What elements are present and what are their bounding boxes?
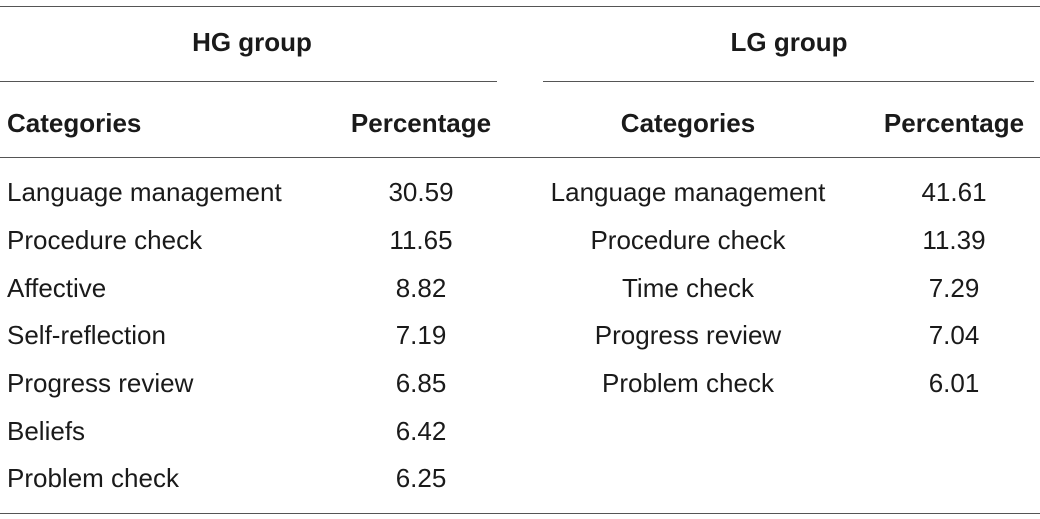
hg-group-title: HG group [192,27,312,57]
top-rule [0,6,1040,7]
hg-row-percentage: 6.25 [395,463,447,493]
hg-row-category: Progress review [7,368,194,398]
lg-row-category: Time check [622,273,754,303]
hg-row-category: Beliefs [7,416,86,446]
hg-group-rule [0,81,497,82]
lg-row-category: Language management [550,177,826,207]
hg-row-category: Self-reflection [7,320,166,350]
lg-row-percentage: 41.61 [921,177,987,207]
hg-row-percentage: 6.85 [395,368,447,398]
hg-row-percentage: 8.82 [395,273,447,303]
hg-row-percentage: 6.42 [395,416,447,446]
hg-categories-header: Categories [7,108,142,138]
hg-row-category: Procedure check [7,225,203,255]
header-rule [0,157,1040,158]
hg-row-percentage: 7.19 [395,320,447,350]
lg-row-percentage: 6.01 [928,368,980,398]
lg-row-percentage: 7.04 [928,320,980,350]
lg-row-percentage: 7.29 [928,273,980,303]
hg-row-category: Language management [7,177,282,207]
hg-row-percentage: 11.65 [389,225,453,255]
lg-group-title: LG group [730,27,848,57]
lg-row-category: Progress review [594,320,782,350]
hg-row-category: Affective [7,273,107,303]
lg-row-category: Problem check [602,368,774,398]
hg-percentage-header: Percentage [350,108,492,138]
lg-row-percentage: 11.39 [922,225,986,255]
lg-row-category: Procedure check [590,225,786,255]
hg-row-percentage: 30.59 [388,177,454,207]
lg-percentage-header: Percentage [883,108,1025,138]
hg-row-category: Problem check [7,463,179,493]
lg-group-rule [543,81,1034,82]
bottom-rule [0,513,1040,514]
lg-categories-header: Categories [620,108,756,138]
